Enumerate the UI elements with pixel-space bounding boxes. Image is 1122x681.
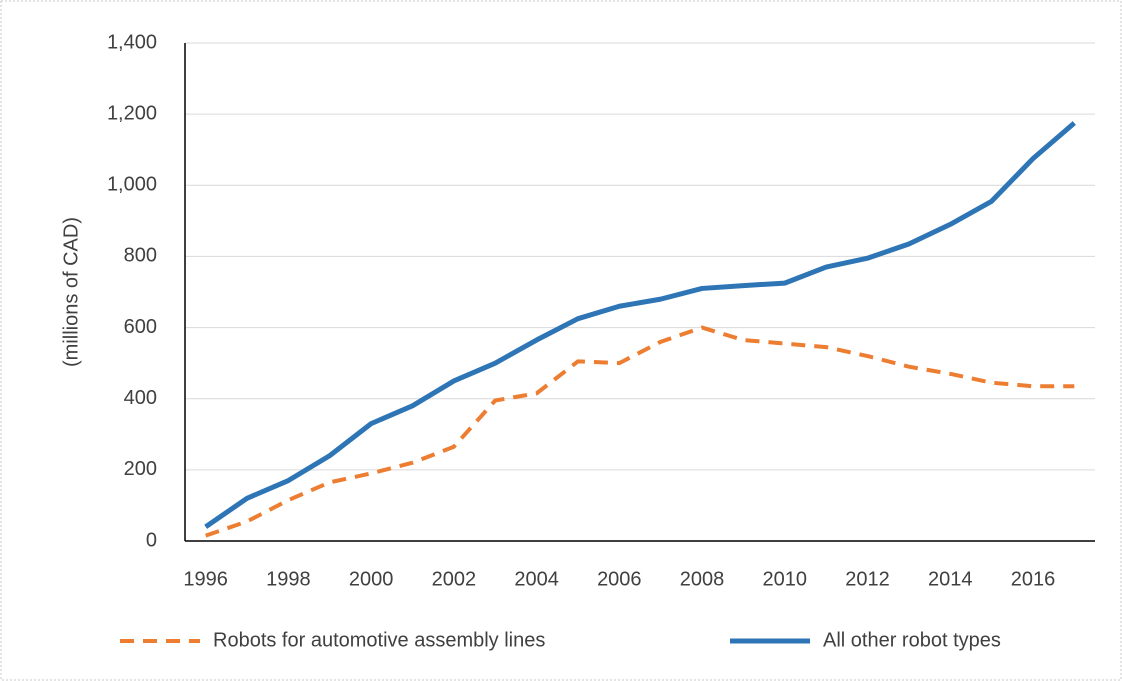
- y-tick-label: 1,200: [107, 102, 157, 124]
- legend-label: Robots for automotive assembly lines: [213, 629, 545, 651]
- y-axis-title: (millions of CAD): [60, 217, 82, 367]
- y-tick-label: 200: [124, 458, 157, 480]
- x-tick-label: 1998: [266, 568, 311, 590]
- x-tick-label: 2004: [514, 568, 559, 590]
- y-tick-label: 1,000: [107, 174, 157, 196]
- series-line: [205, 325, 1075, 538]
- y-tick-label: 1,400: [107, 31, 157, 53]
- series-line: [204, 121, 1076, 529]
- y-tick-label: 0: [146, 529, 157, 551]
- y-tick-label: 400: [124, 387, 157, 409]
- x-tick-label: 2014: [928, 568, 973, 590]
- x-tick-label: 2002: [432, 568, 477, 590]
- legend-label: All other robot types: [823, 629, 1001, 651]
- x-tick-label: 2010: [763, 568, 808, 590]
- x-tick-label: 2012: [845, 568, 890, 590]
- y-tick-label: 600: [124, 316, 157, 338]
- x-tick-label: 2016: [1011, 568, 1056, 590]
- x-tick-label: 2008: [680, 568, 725, 590]
- x-tick-label: 1996: [183, 568, 228, 590]
- x-tick-label: 2000: [349, 568, 394, 590]
- y-tick-label: 800: [124, 245, 157, 267]
- x-tick-label: 2006: [597, 568, 642, 590]
